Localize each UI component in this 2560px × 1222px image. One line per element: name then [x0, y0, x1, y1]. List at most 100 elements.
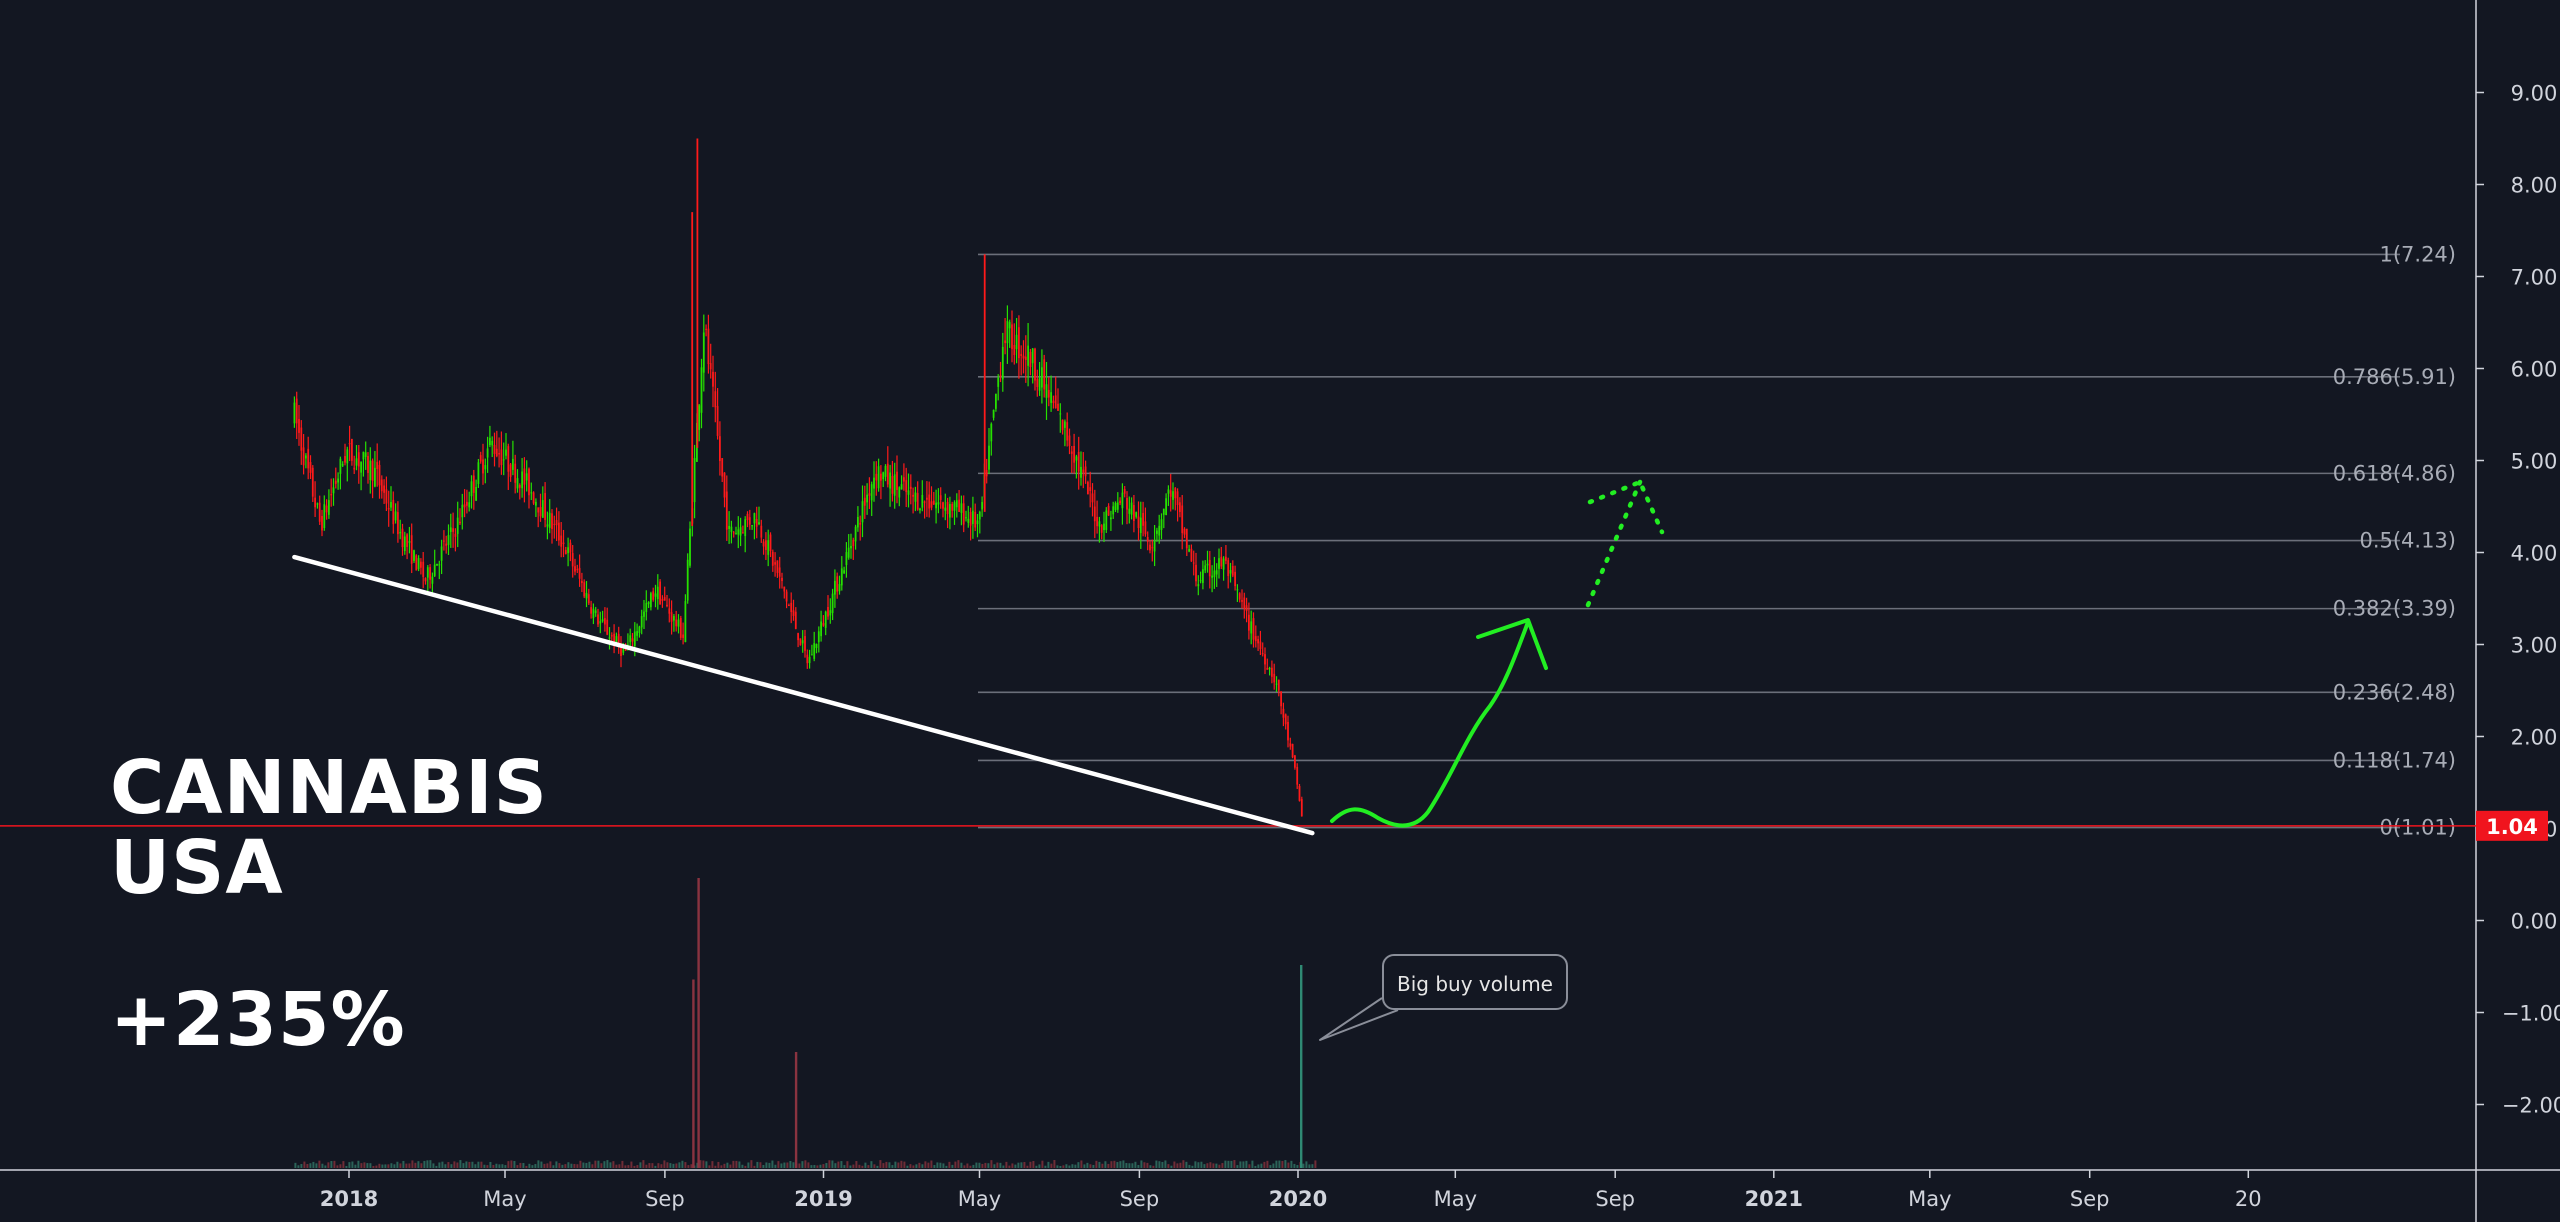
- projection-drawings[interactable]: [1330, 479, 1665, 828]
- price-candle-body: [532, 492, 535, 504]
- volume-bar: [750, 1160, 753, 1168]
- price-candle-body: [995, 393, 997, 409]
- volume-bar: [1221, 1163, 1224, 1168]
- volume-bar: [1095, 1160, 1098, 1168]
- price-candle-body: [730, 526, 733, 532]
- volume-bar: [567, 1162, 570, 1168]
- price-candle-body: [783, 586, 786, 592]
- price-candle-body: [790, 602, 793, 613]
- volume-bar: [1107, 1163, 1110, 1168]
- volume-bar: [573, 1163, 576, 1168]
- price-candle-body: [1087, 482, 1089, 495]
- volume-bar: [543, 1163, 546, 1168]
- price-axis[interactable]: 9.008.007.006.005.004.003.002.001.000.00…: [2476, 82, 2560, 1118]
- volume-bar: [1248, 1164, 1251, 1168]
- price-candle-body: [1107, 505, 1110, 516]
- volume-bar: [639, 1162, 642, 1168]
- y-tick-label: 0.00: [2511, 910, 2558, 934]
- y-tick-label: −1.00: [2502, 1002, 2560, 1026]
- price-candle-body: [854, 526, 857, 542]
- price-candle-body: [762, 541, 765, 547]
- price-candle-body: [330, 494, 333, 496]
- price-candle-body: [401, 528, 404, 548]
- price-candle-body: [447, 535, 450, 545]
- price-candle-body: [1273, 673, 1276, 683]
- price-candle-body: [1275, 683, 1278, 685]
- volume-bar: [1212, 1163, 1215, 1168]
- volume-bar: [1200, 1161, 1203, 1168]
- volume-bar: [1026, 1165, 1029, 1168]
- support-trendline[interactable]: [292, 554, 1315, 836]
- fibonacci-retracement[interactable]: 1(7.24) 0.786(5.91) 0.618(4.86) 0.5(4.13) 0.…: [978, 242, 2456, 840]
- volume-bar: [549, 1161, 552, 1168]
- volume-bar: [627, 1165, 630, 1168]
- volume-bar: [984, 1162, 987, 1168]
- volume-bar: [843, 1165, 846, 1168]
- volume-bar: [723, 1163, 726, 1168]
- headline-gain: +235%: [110, 977, 406, 1063]
- price-candle-body: [328, 500, 330, 515]
- time-axis[interactable]: 2018 May Sep 2019 May Sep 2020 May Sep 2021 May Sep…: [320, 1170, 2262, 1211]
- volume-bar: [651, 1163, 654, 1168]
- current-price-tag-bg: [2476, 810, 2548, 841]
- volume-bar: [1128, 1163, 1131, 1168]
- price-candle-body: [1052, 400, 1055, 404]
- volume-bar: [1092, 1164, 1095, 1168]
- volume-bar: [531, 1165, 534, 1168]
- price-candle-body: [719, 436, 721, 462]
- price-candle-body: [334, 480, 337, 484]
- volume-bar: [786, 1162, 789, 1168]
- volume-bar: [1251, 1160, 1254, 1168]
- price-candle-body: [1231, 565, 1234, 576]
- volume-bar: [711, 1161, 714, 1168]
- volume-bar: [354, 1164, 357, 1168]
- price-candle-body: [788, 604, 790, 606]
- price-candle-body: [429, 567, 431, 580]
- price-candle-body: [528, 468, 530, 496]
- volume-bar: [609, 1162, 612, 1168]
- price-candle-body: [907, 490, 910, 495]
- price-candle-body: [371, 460, 374, 481]
- volume-bar: [408, 1163, 411, 1168]
- price-candle-body: [1197, 584, 1200, 587]
- x-tick-label: 2019: [794, 1187, 852, 1211]
- price-candle-body: [712, 371, 714, 387]
- price-candle-body: [1036, 378, 1039, 387]
- volume-bar: [666, 1162, 669, 1168]
- price-candle-body: [525, 473, 528, 481]
- volume-bar: [618, 1164, 621, 1168]
- volume-bar: [777, 1161, 780, 1168]
- price-candle-body: [889, 472, 891, 489]
- price-candle-body: [656, 586, 659, 600]
- volume-bar: [654, 1165, 657, 1168]
- price-candle-body: [728, 525, 730, 530]
- price-candle-body: [817, 631, 820, 643]
- volume-bar: [1023, 1162, 1026, 1168]
- price-candle-body: [1241, 600, 1243, 602]
- price-candle-body: [1252, 618, 1255, 640]
- volume-bar: [828, 1160, 831, 1168]
- price-candle-body: [555, 520, 558, 526]
- volume-bar: [999, 1162, 1002, 1168]
- price-candle-body: [413, 550, 415, 561]
- price-candles: [293, 138, 1303, 817]
- annotation-callout[interactable]: Big buy volume: [1382, 954, 1568, 1010]
- price-candle-body: [1238, 593, 1241, 600]
- volume-bar: [1101, 1163, 1104, 1168]
- volume-bar: [393, 1164, 396, 1168]
- volume-bar: [678, 1162, 681, 1168]
- x-tick-label: 2018: [320, 1187, 378, 1211]
- volume-bar: [951, 1164, 954, 1168]
- volume-bar: [483, 1164, 486, 1168]
- volume-bar: [648, 1163, 651, 1168]
- price-candle-body: [576, 569, 579, 571]
- price-candle-body: [1268, 667, 1271, 670]
- volume-bar: [1182, 1160, 1185, 1168]
- volume-bar: [315, 1163, 318, 1168]
- volume-bar: [1155, 1160, 1158, 1168]
- volume-bar: [918, 1162, 921, 1168]
- volume-bar: [453, 1161, 456, 1168]
- price-candle-body: [546, 524, 549, 527]
- price-candle-body: [1029, 351, 1032, 368]
